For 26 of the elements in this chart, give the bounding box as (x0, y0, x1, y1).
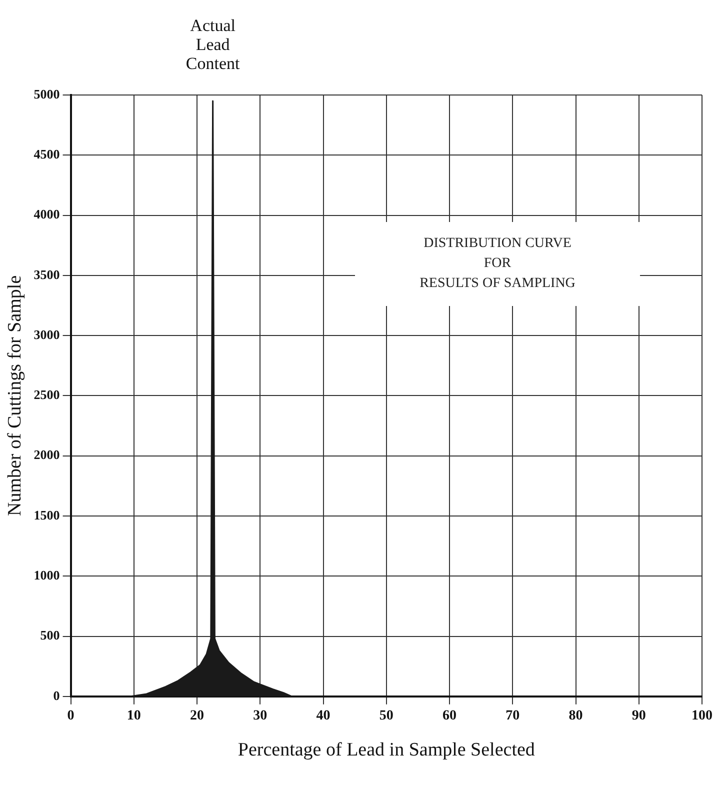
y-tick-label: 500 (40, 628, 60, 643)
y-tick-label: 2500 (34, 387, 60, 402)
y-tick-label: 2000 (34, 447, 60, 462)
text: Actual Lead Content (186, 16, 240, 73)
x-tick-label: 20 (190, 708, 204, 724)
x-tick-label: 90 (632, 708, 646, 724)
x-tick-label: 0 (67, 708, 74, 724)
y-tick-label: 3500 (34, 266, 60, 282)
y-axis-title: Number of Cuttings for Sample (4, 275, 26, 516)
y-tick-label: 4500 (34, 146, 60, 162)
y-tick-label: 0 (53, 688, 60, 703)
x-tick-label: 80 (568, 708, 583, 724)
x-tick-label: 10 (126, 708, 141, 724)
x-axis-title: Percentage of Lead in Sample Selected (238, 740, 536, 761)
x-tick-label: 30 (253, 708, 268, 724)
x-tick-label: 100 (692, 708, 712, 724)
y-tick-label: 1000 (34, 567, 60, 582)
x-tick-label: 60 (442, 708, 457, 724)
x-tick-label: 40 (316, 708, 330, 724)
y-tick-label: 5000 (34, 86, 60, 102)
x-tick-label: 50 (379, 708, 394, 724)
title-box: DISTRIBUTION CURVE FOR RESULTS OF SAMPLING (355, 222, 640, 306)
y-tick-label: 4000 (34, 206, 60, 222)
x-tick-label: 70 (506, 708, 520, 724)
y-tick-label: 1500 (34, 507, 60, 522)
y-tick-label: 3000 (34, 326, 60, 342)
